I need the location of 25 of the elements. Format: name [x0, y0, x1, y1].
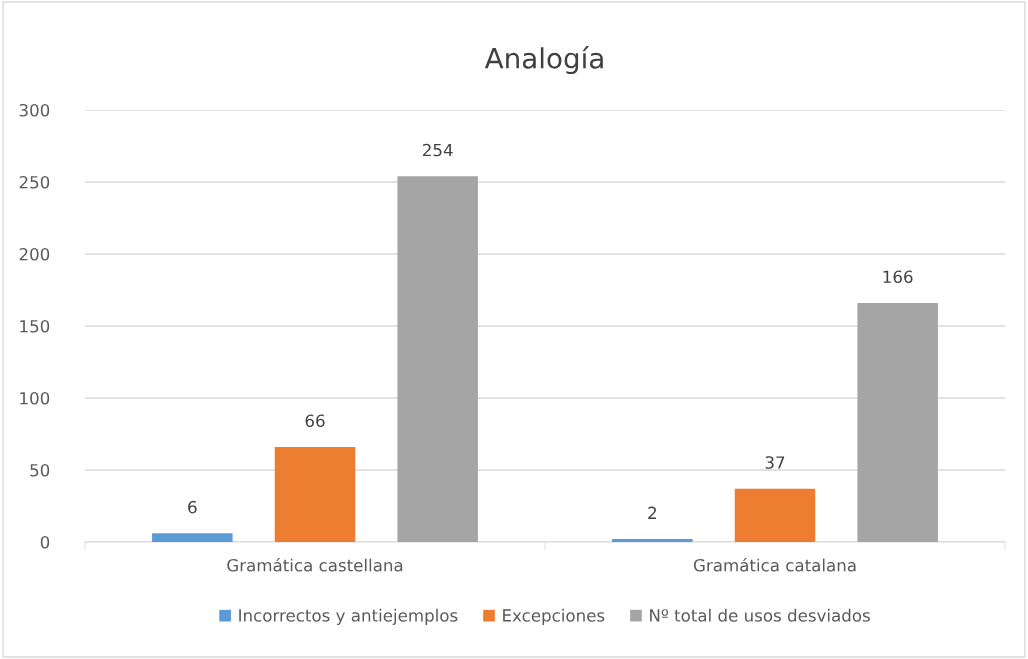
- bar: [857, 302, 938, 542]
- y-tick-label: 50: [30, 463, 50, 477]
- y-tick-label: 100: [20, 391, 50, 405]
- bar: [274, 446, 356, 542]
- bar: [397, 176, 478, 542]
- bar: [612, 539, 693, 542]
- legend-label: Excepciones: [503, 608, 605, 625]
- x-tick-label: Gramática catalana: [693, 558, 856, 572]
- legend-label: Incorrectos y antiejemplos: [239, 608, 458, 625]
- y-tick-label: 250: [19, 175, 50, 189]
- chart-title: Analogía: [484, 46, 603, 75]
- data-label: 2: [648, 506, 656, 519]
- data-label: 37: [765, 456, 785, 469]
- data-label: 66: [305, 414, 325, 428]
- y-tick-label: 200: [19, 247, 50, 261]
- y-tick-label: 0: [40, 535, 50, 549]
- bar: [152, 533, 233, 542]
- bar: [734, 488, 816, 542]
- y-tick-label: 300: [19, 103, 50, 117]
- legend-label: Nº total de usos desviados: [650, 608, 870, 622]
- data-label: 254: [422, 143, 453, 157]
- y-tick-label: 150: [20, 319, 50, 333]
- data-label: 6: [188, 500, 197, 514]
- data-label: 166: [883, 270, 913, 284]
- x-tick-label: Gramática castellana: [227, 558, 403, 572]
